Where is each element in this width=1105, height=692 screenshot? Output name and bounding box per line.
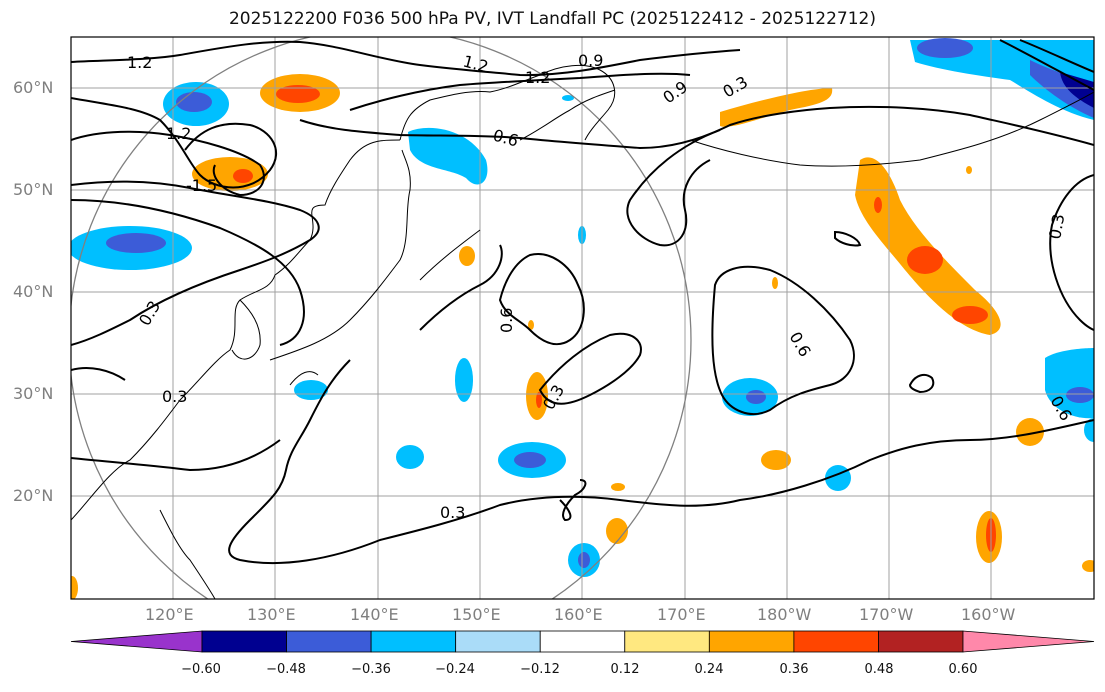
colorbar-segment [624, 630, 710, 653]
colorbar-tick-label: 0.36 [779, 662, 809, 677]
colorbar-segment [539, 630, 626, 653]
lat-label: 60°N [13, 78, 54, 97]
colorbar-tick-label: −0.48 [266, 662, 306, 677]
lat-label: 30°N [13, 384, 54, 403]
negative-anomaly-blobs [71, 38, 1094, 577]
contour-label: 0.3 [162, 387, 187, 406]
colorbar-segment [455, 630, 541, 653]
colorbar-tick-label: 0.48 [864, 662, 894, 677]
colorbar-segment [708, 630, 795, 653]
colorbar [70, 630, 1095, 653]
colorbar-segment [286, 630, 372, 653]
map-title: 2025122200 F036 500 hPa PV, IVT Landfall… [228, 9, 876, 29]
lon-label: 160°E [554, 605, 603, 624]
lon-label: 170°E [657, 605, 706, 624]
coastlines [71, 65, 1094, 599]
colorbar-tick-label: −0.36 [351, 662, 391, 677]
contour-label: 0.6 [497, 308, 516, 333]
contour-label: 0.9 [578, 51, 603, 70]
contour-label: 0.3 [440, 503, 465, 522]
shaded-anomalies [71, 38, 1094, 599]
colorbar-segment [370, 630, 457, 653]
positive-anomaly-blobs [71, 74, 1094, 599]
lon-label: 150°E [452, 605, 501, 624]
pv-contours [71, 39, 1094, 565]
contour-label: 0.3 [1045, 212, 1068, 240]
colorbar-segment [201, 630, 287, 653]
lon-label: 120°E [145, 605, 194, 624]
lon-label: 170°W [859, 605, 914, 624]
lon-label: 160°W [961, 605, 1016, 624]
lon-label: 180°W [757, 605, 812, 624]
colorbar-tick-label: 0.12 [610, 662, 640, 677]
colorbar-tick-label: −0.60 [181, 662, 221, 677]
colorbar-tick-label: −0.12 [520, 662, 560, 677]
colorbar-extend-high [962, 630, 1095, 653]
lat-label: 20°N [13, 486, 54, 505]
lon-label: 130°E [247, 605, 296, 624]
map-frame [70, 36, 1095, 600]
landfall-region-circle [71, 37, 692, 599]
contour-label: 1.2 [166, 124, 191, 143]
colorbar-extend-low [70, 630, 203, 653]
colorbar-segment [878, 630, 964, 653]
contour-label: 1.2 [127, 53, 152, 72]
lon-label: 140°E [350, 605, 399, 624]
lat-label: 50°N [13, 180, 54, 199]
contour-label: -1.5 [186, 176, 217, 195]
lat-label: 40°N [13, 282, 54, 301]
colorbar-tick-label: 0.24 [694, 662, 724, 677]
contour-label: 1.2 [525, 68, 550, 87]
colorbar-segment [793, 630, 879, 653]
colorbar-tick-label: 0.60 [948, 662, 978, 677]
colorbar-tick-label: −0.24 [435, 662, 475, 677]
